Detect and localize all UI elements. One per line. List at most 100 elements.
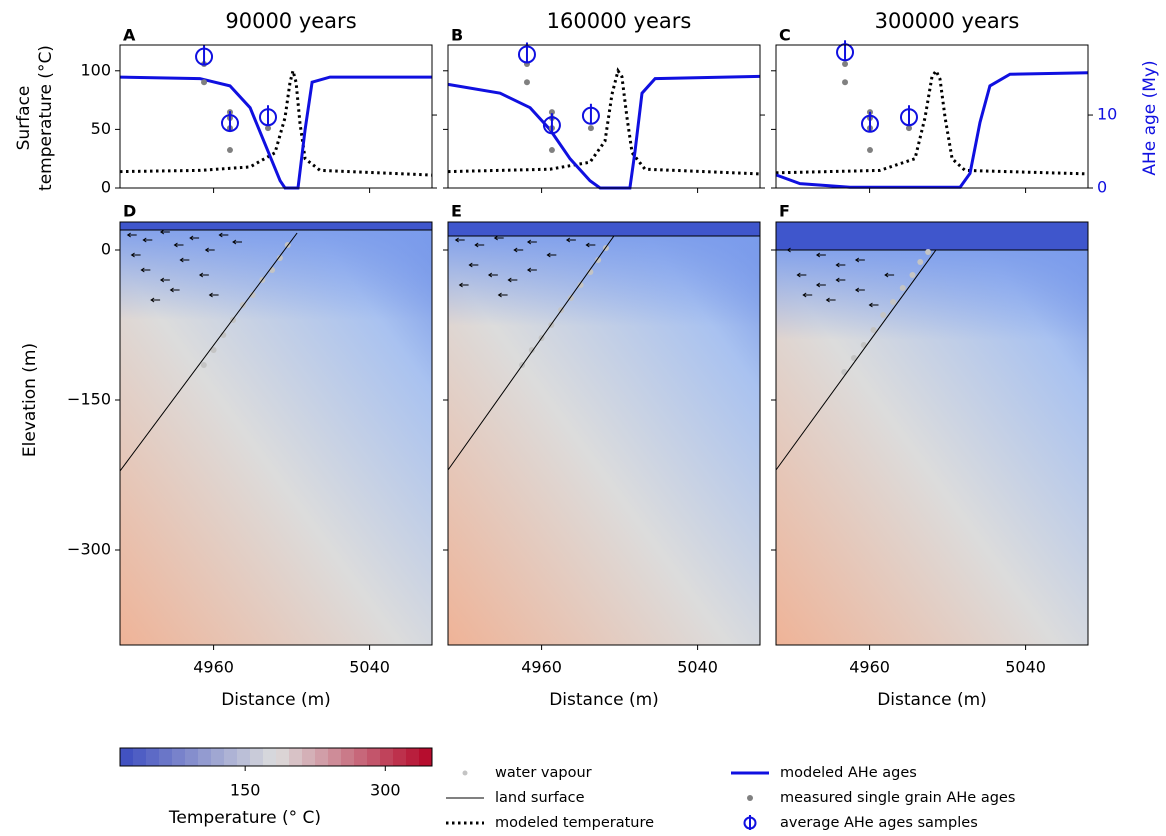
flow-arrow [546, 252, 557, 258]
vapour-point [909, 272, 916, 278]
legend-text: modeled temperature [495, 815, 654, 831]
x-tick-label: 5040 [1005, 658, 1046, 677]
vapour-point [200, 362, 207, 368]
x-tick-label: 5040 [349, 658, 390, 677]
shallow-field [448, 236, 760, 326]
colorbar-step [237, 748, 251, 766]
panel-letter: C [779, 26, 791, 45]
colorbar-step [224, 748, 238, 766]
flow-arrow [458, 282, 469, 288]
flow-arrow [815, 282, 826, 288]
flow-arrow [825, 297, 836, 303]
vapour-point [276, 255, 283, 261]
flow-arrow [159, 229, 170, 235]
top-y-label: Surface [14, 86, 34, 151]
colorbar-step [406, 748, 420, 766]
measured-point [201, 79, 208, 86]
top-frame [775, 44, 1089, 189]
average-marker [836, 40, 855, 62]
flow-arrow [468, 262, 479, 268]
land-surface [447, 235, 615, 471]
colorbar-step [289, 748, 303, 766]
colorbar-step [354, 748, 368, 766]
vapour-point [917, 259, 924, 265]
vapour-point [851, 355, 857, 361]
average-marker [195, 44, 214, 66]
flow-arrow [487, 272, 498, 278]
measured-point [226, 147, 233, 154]
vapour-point [210, 347, 217, 353]
flow-arrow [454, 237, 465, 243]
flow-arrow [507, 277, 518, 283]
flow-arrow [526, 239, 537, 245]
panel-letter: A [123, 26, 136, 45]
legend-measured [747, 795, 753, 801]
bottom-y-label: Elevation (m) [20, 343, 40, 457]
colorbar-step [393, 748, 407, 766]
measured-point [548, 147, 555, 154]
vapour-point [925, 249, 932, 255]
average-marker [860, 111, 879, 133]
average-marker [220, 111, 239, 133]
flow-arrow [179, 257, 190, 263]
colorbar-step [133, 748, 147, 766]
vapour-point [870, 327, 877, 333]
water-layer [120, 222, 432, 230]
temperature-line [447, 67, 761, 176]
water-layer [448, 222, 760, 236]
flow-arrow [208, 292, 219, 298]
x-axis-label: Distance (m) [877, 690, 987, 710]
flow-arrow [159, 277, 170, 283]
top-frame [119, 44, 433, 189]
ahe-model-line [119, 75, 432, 190]
water-layer [776, 222, 1088, 250]
flow-arrow [835, 262, 846, 268]
flow-arrow [796, 272, 807, 278]
x-tick-label: 4960 [193, 658, 234, 677]
shallow-field [776, 250, 1088, 340]
colorbar-step [315, 748, 329, 766]
flow-arrow [126, 232, 137, 238]
average-marker [542, 113, 561, 135]
flow-arrow [169, 287, 180, 293]
bottom-frame [119, 221, 433, 646]
ahe-model-line [447, 74, 761, 190]
y-tick-label: 0 [101, 240, 111, 259]
legend-vapour [462, 770, 468, 776]
panel-title: 160000 years [547, 9, 692, 33]
colorbar-step [172, 748, 186, 766]
panel-letter: D [123, 202, 136, 221]
temperature-line [119, 64, 433, 177]
legend-text: modeled AHe ages [780, 765, 917, 781]
average-marker [259, 105, 278, 127]
flow-arrow [493, 235, 504, 241]
vapour-point [880, 312, 887, 318]
colorbar-step [250, 748, 264, 766]
colorbar-step [120, 748, 134, 766]
vapour-point [249, 292, 256, 298]
top-frame [447, 44, 761, 189]
flow-arrow [198, 272, 209, 278]
flow-arrow [868, 302, 879, 308]
panel-letter: B [451, 26, 463, 45]
colorbar-step [328, 748, 342, 766]
flow-arrow [815, 252, 826, 258]
flow-arrow [142, 237, 153, 243]
vapour-point [595, 257, 602, 263]
vapour-point [577, 282, 584, 288]
measured-point [866, 147, 873, 154]
measured-point [842, 60, 849, 67]
flow-arrow [585, 242, 596, 248]
measured-point [548, 109, 555, 116]
panel-letter: F [779, 202, 790, 221]
flow-arrow [513, 247, 524, 253]
colorbar-step [367, 748, 381, 766]
flow-arrow [232, 239, 242, 245]
flow-arrow [474, 242, 485, 248]
y2-tick-label: 10 [1097, 105, 1117, 124]
colorbar-step [302, 748, 316, 766]
legend-text: measured single grain AHe ages [780, 790, 1015, 806]
y-tick-label: 100 [80, 60, 111, 79]
y2-tick-label: 0 [1097, 178, 1107, 197]
